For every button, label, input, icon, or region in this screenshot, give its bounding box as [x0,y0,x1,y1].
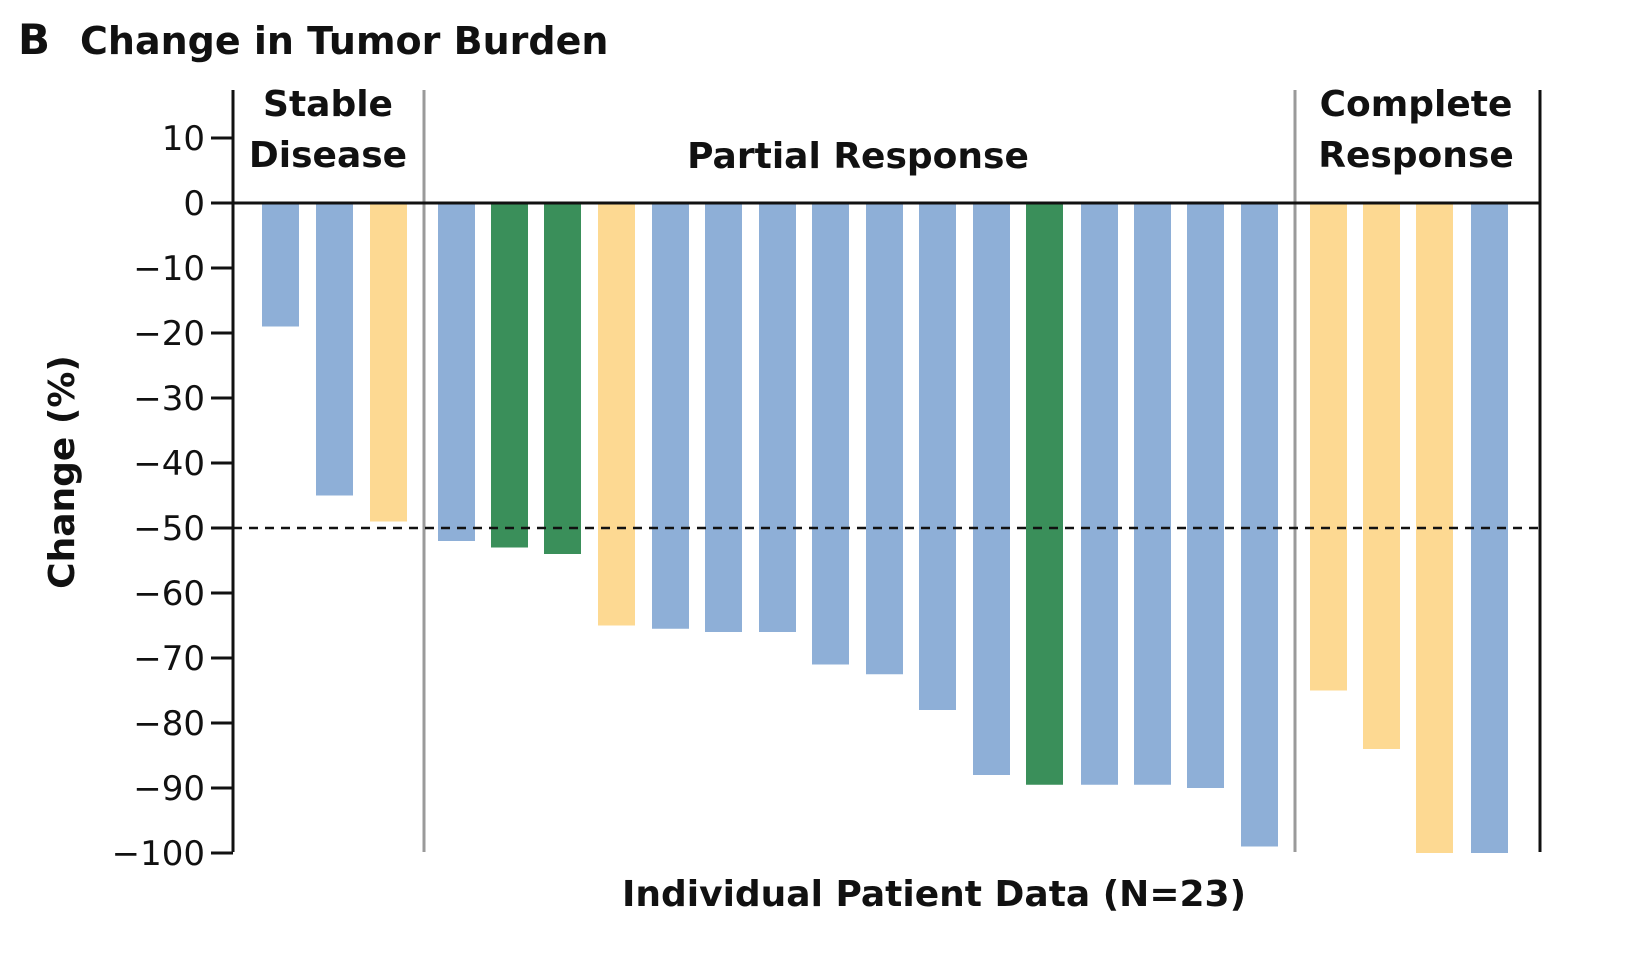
y-tick-label: −90 [133,769,205,809]
bar-patient-14 [973,203,1010,775]
axes-group [231,90,1542,852]
y-tick-label: −20 [133,314,205,354]
y-tick-label: −30 [133,379,205,419]
bar-patient-13 [919,203,956,710]
bars-group [262,203,1508,853]
y-tick-label: −70 [133,639,205,679]
y-axis-title: Change (%) [42,355,83,589]
bar-patient-4 [438,203,475,541]
panel-letter: B [18,15,50,64]
x-axis-title: Individual Patient Data (N=23) [622,874,1246,915]
y-tick-label: −80 [133,704,205,744]
bar-patient-5 [491,203,528,548]
bar-patient-12 [866,203,903,675]
section-label-2-line-1: Partial Response [687,136,1029,177]
bar-patient-15 [1026,203,1063,785]
section-label-3-line-2: Response [1318,135,1514,176]
bar-patient-1 [262,203,299,327]
bar-patient-20 [1310,203,1347,691]
section-dividers [422,90,1297,852]
y-ticks-group: 10 0 −10 −20 −30 −40 −50 −60 −70 −80 −90 −100 [112,119,233,874]
bar-patient-19 [1241,203,1278,847]
section-labels-group: Stable Disease Partial Response Complete Res… [249,84,1514,177]
y-tick-label: −10 [133,249,205,289]
section-label-3-line-1: Complete [1320,84,1513,125]
bar-patient-21 [1363,203,1400,749]
chart-title: Change in Tumor Burden [80,19,608,63]
bar-patient-2 [316,203,353,496]
section-label-1-line-1: Stable [263,84,393,125]
bar-patient-10 [759,203,796,632]
bar-patient-7 [598,203,635,626]
y-tick-label: −100 [112,834,205,874]
y-tick-label: 0 [183,184,205,224]
y-tick-label: −40 [133,444,205,484]
y-tick-label: −60 [133,574,205,614]
bar-patient-17 [1134,203,1171,785]
bar-patient-16 [1081,203,1118,785]
bar-patient-8 [652,203,689,629]
bar-patient-3 [370,203,407,522]
bar-patient-11 [812,203,849,665]
bar-patient-6 [544,203,581,554]
y-tick-label: −50 [133,509,205,549]
bar-patient-9 [705,203,742,632]
bar-patient-18 [1187,203,1224,788]
y-tick-label: 10 [162,119,205,159]
section-label-1-line-2: Disease [249,135,407,176]
